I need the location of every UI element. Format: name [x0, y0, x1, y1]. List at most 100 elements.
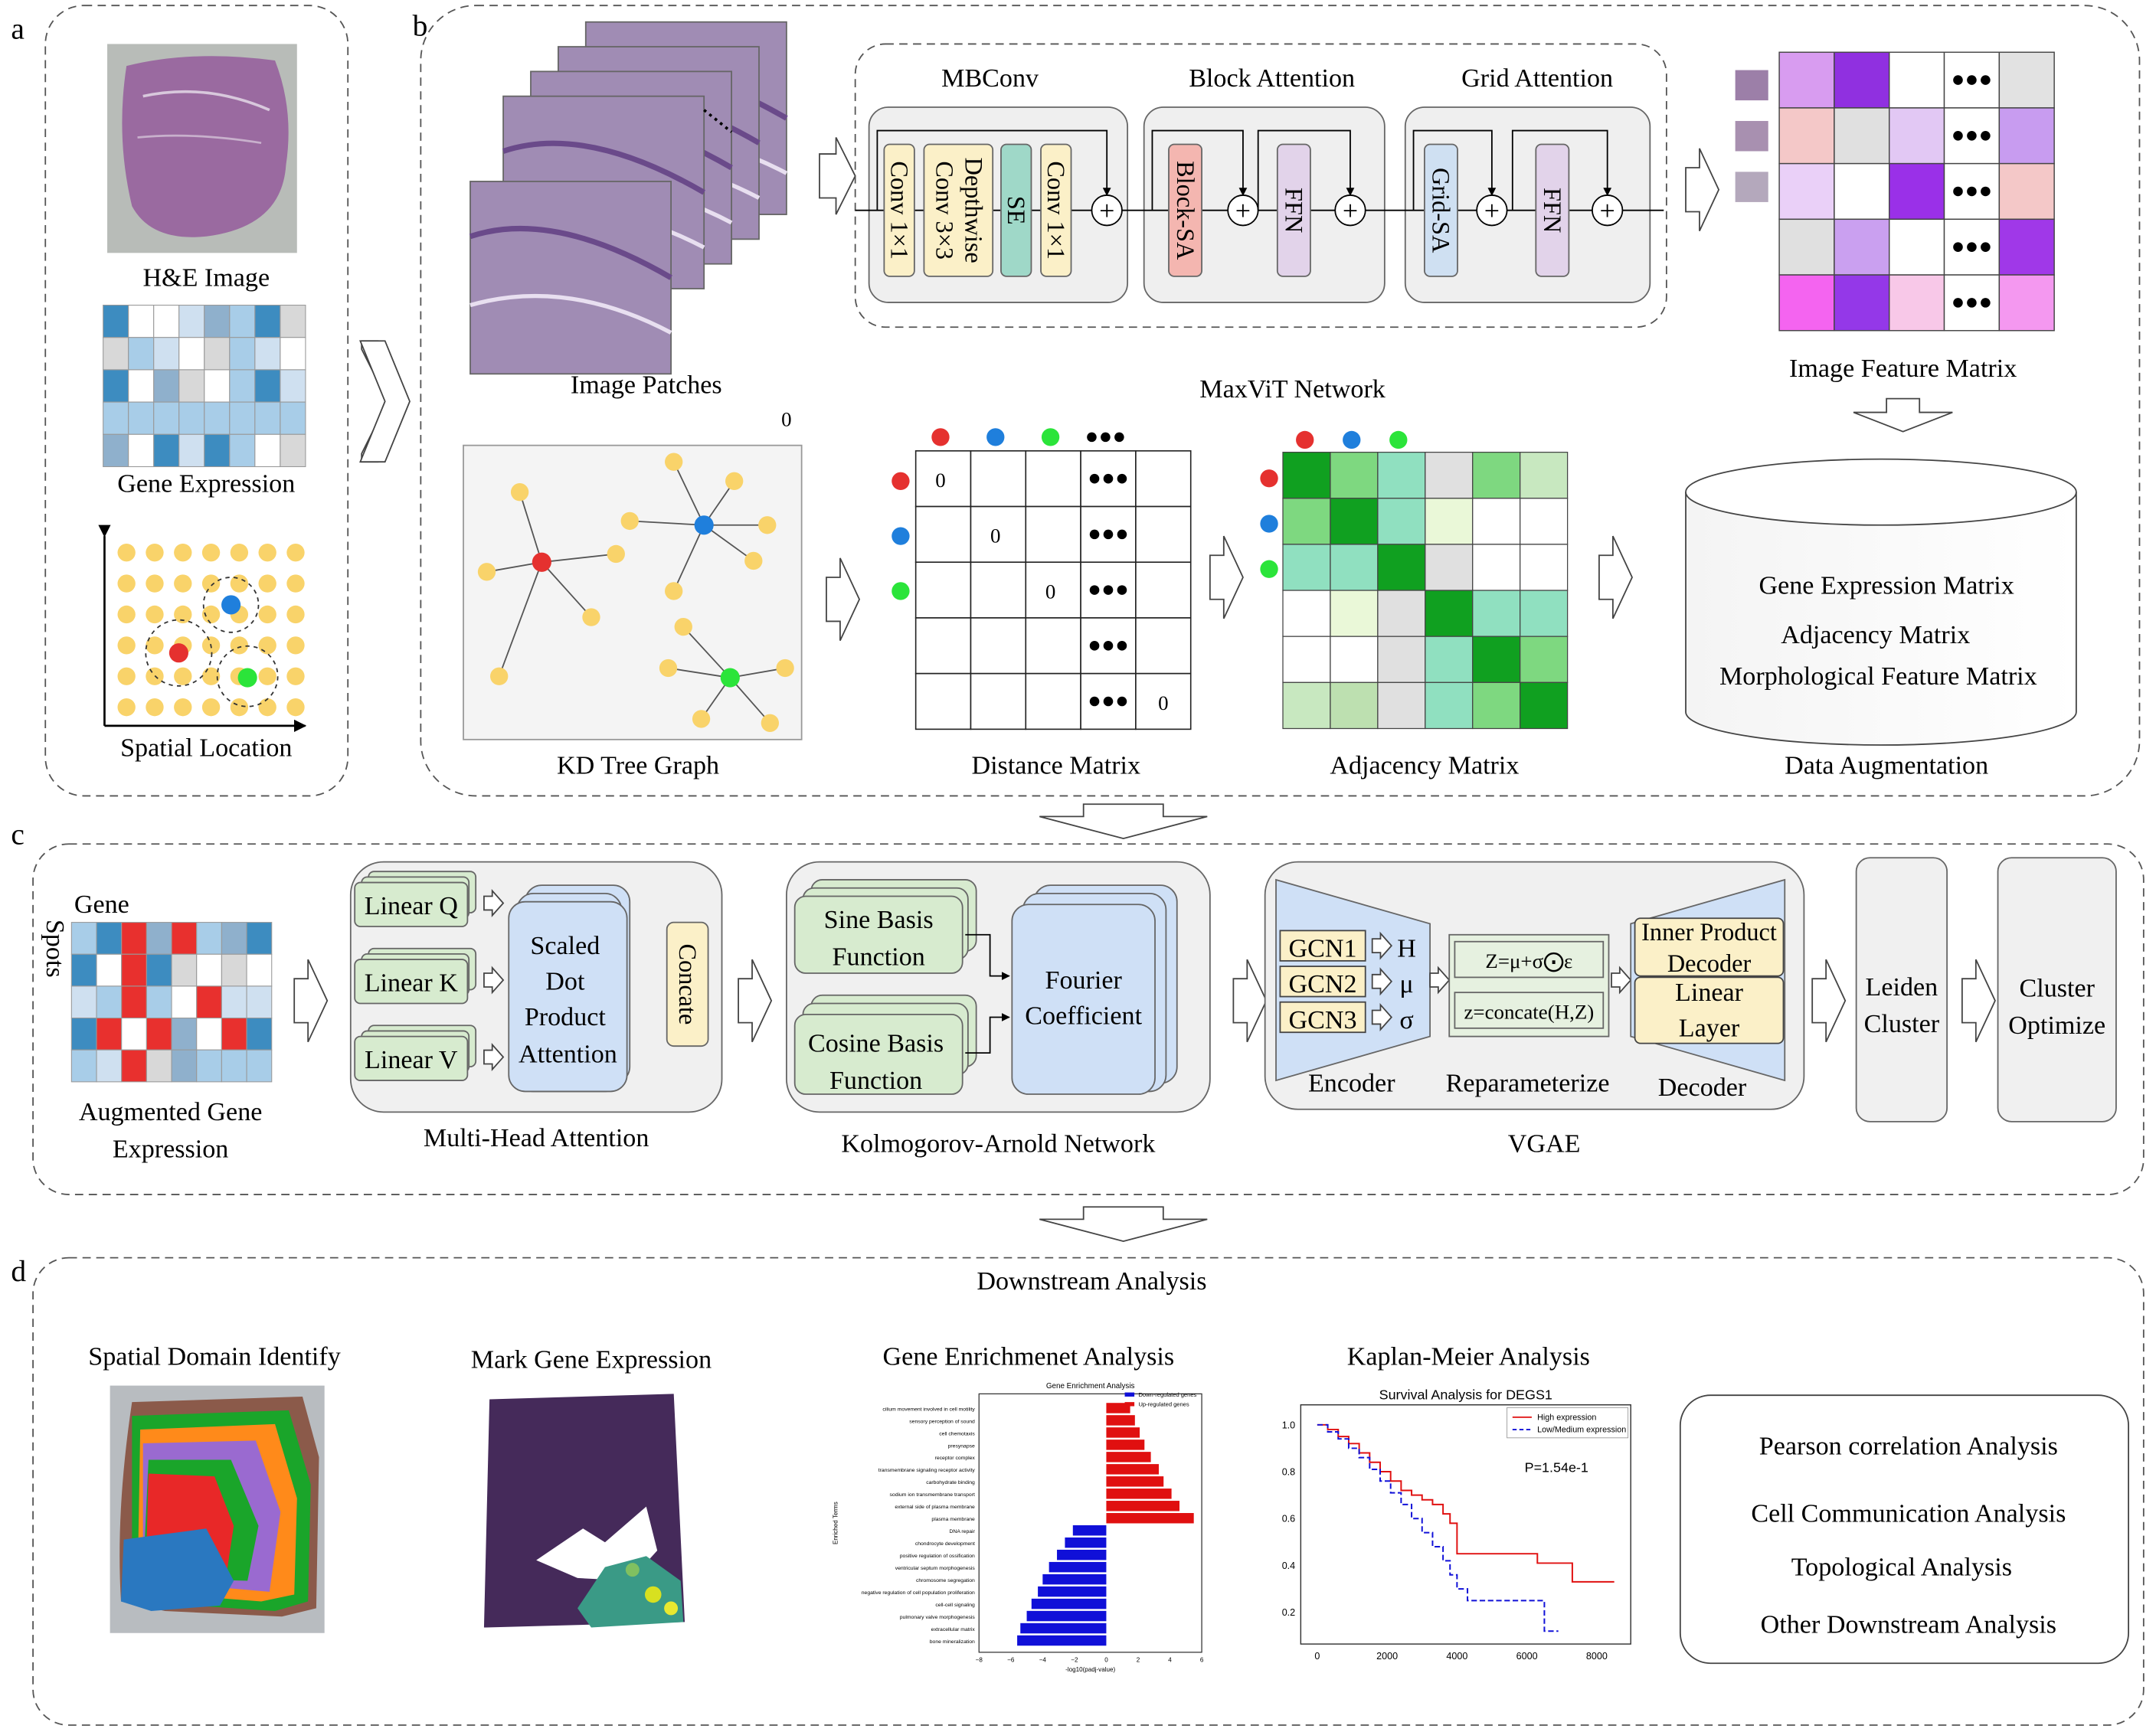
grid-cell: [153, 305, 180, 338]
grid-cell: [153, 401, 180, 435]
leiden-line-2: Cluster: [1864, 1010, 1940, 1038]
enrichment-term: extracellular matrix: [931, 1627, 976, 1632]
row-dot: [892, 582, 910, 600]
adjacency-cell: [1377, 544, 1426, 591]
augmented-expression-grid: [70, 922, 273, 1083]
adjacency-cell: [1472, 452, 1521, 499]
kd-leaf: [620, 511, 639, 531]
survival-ytick: 0.2: [1282, 1607, 1295, 1618]
distance-cell: [1135, 505, 1192, 564]
grid-cell: [254, 337, 281, 371]
svg-text:+: +: [1099, 195, 1114, 226]
spot-dot: [117, 544, 136, 562]
adjacency-cell: [1377, 681, 1426, 730]
block-attention-block: [1143, 106, 1386, 303]
enrichment-bar: [1057, 1549, 1107, 1560]
arrow-b-to-c: [1039, 803, 1208, 840]
kd-leaf: [659, 658, 678, 678]
distance-cell: [914, 617, 972, 675]
grid-cell: [70, 1018, 97, 1051]
image-feature-matrix: [1778, 51, 2055, 332]
stray-zero: 0: [781, 408, 791, 431]
enrichment-term: sensory perception of sound: [909, 1419, 975, 1424]
depthwise-label: Depthwise: [960, 158, 987, 263]
db-item-3: Morphological Feature Matrix: [1719, 662, 2037, 691]
gcn2-box: [1279, 966, 1366, 998]
enrichment-term: negative regulation of cell population p…: [862, 1590, 975, 1596]
grid-cell: [70, 953, 97, 987]
ffn-b-box: [1535, 143, 1570, 277]
se-box: [1000, 143, 1032, 277]
grid-cell: [146, 985, 172, 1019]
kd-leaf: [477, 563, 496, 581]
other-item-4: Other Downstream Analysis: [1761, 1611, 2056, 1639]
grid-cell: [128, 305, 155, 338]
ffn-a-box: [1276, 143, 1311, 277]
enrichment-ylabel: Enriched Terms: [832, 1502, 839, 1544]
adjacency-cell: [1425, 681, 1474, 730]
db-item-2: Adjacency Matrix: [1781, 621, 1970, 649]
survival-curve: [1317, 1423, 1559, 1632]
distance-cell: [1025, 450, 1081, 508]
kd-leaf: [607, 544, 625, 564]
adjacency-matrix: [1260, 430, 1569, 730]
linear-layer-line-1: Linear: [1675, 979, 1744, 1007]
adjacency-cell: [1330, 544, 1379, 591]
adjacency-cell: [1282, 590, 1331, 637]
inner-product-decoder-box: [1634, 917, 1785, 977]
he-image-label: H&E Image: [142, 263, 270, 292]
feature-cell: [1834, 51, 1890, 109]
sdpa-line-4: Attention: [519, 1041, 617, 1069]
kd-leaf: [758, 516, 777, 534]
sdpa-line-3: Product: [525, 1003, 607, 1031]
leiden-cluster-box: [1855, 857, 1948, 1123]
grid-cell: [196, 985, 222, 1019]
spot-dot: [174, 667, 192, 685]
adjacency-cell: [1472, 498, 1521, 545]
cosine-basis-line-2: Function: [829, 1067, 922, 1095]
enrichment-term: transmembrane signaling receptor activit…: [878, 1468, 976, 1473]
enrichment-bar: [1065, 1537, 1107, 1548]
enrichment-term: cell chemotaxis: [939, 1431, 975, 1436]
distance-cell: [1025, 672, 1081, 730]
grid-cell: [128, 433, 155, 468]
gcn1-label: GCN1: [1289, 934, 1357, 962]
enrichment-term: chondrocyte development: [915, 1541, 975, 1547]
fourier-line-1: Fourier: [1045, 966, 1122, 995]
arrow-c1: [293, 959, 329, 1043]
augmented-label-2: Expression: [113, 1136, 229, 1164]
conv1x1-b-label: Conv 1×1: [1042, 161, 1070, 260]
conv1x1-b-box: [1040, 143, 1072, 277]
linear-label: Linear V: [365, 1046, 458, 1074]
mu-symbol: μ: [1399, 970, 1413, 998]
cluster-opt-line-1: Cluster: [2019, 975, 2095, 1003]
survival-ytick: 0.6: [1282, 1514, 1295, 1524]
arrow-c4: [1811, 959, 1847, 1043]
spot-dot: [286, 698, 305, 717]
adjacency-cell: [1472, 636, 1521, 683]
spot-dot: [117, 636, 136, 655]
grid-cell: [229, 305, 256, 338]
kd-leaf: [725, 472, 744, 491]
enrichment-bar: [1106, 1415, 1135, 1426]
distance-matrix: 0 0 0 0: [892, 428, 1192, 730]
vgae-label: VGAE: [1508, 1129, 1581, 1158]
kd-hub: [694, 515, 714, 535]
spatial-domain-image: [110, 1385, 325, 1633]
linear-label: Linear Q: [365, 892, 458, 920]
adjacency-cell: [1330, 498, 1379, 545]
sdpa-line-1: Scaled: [530, 932, 600, 960]
adjacency-cell: [1520, 452, 1569, 499]
panel-a-frame: [44, 5, 349, 797]
distance-zero: 0: [1158, 691, 1168, 714]
mark-gene-image: [483, 1394, 685, 1628]
grid-cell: [204, 369, 231, 403]
feature-cell: [1998, 218, 2055, 276]
grid-cell: [254, 433, 281, 468]
panel-c-frame: [32, 843, 2145, 1195]
grid-cell: [96, 953, 123, 987]
other-item-3: Topological Analysis: [1791, 1553, 2012, 1581]
cosine-basis-line-1: Cosine Basis: [808, 1029, 944, 1057]
grid-cell: [70, 1049, 97, 1083]
encoder-label: Encoder: [1308, 1069, 1395, 1097]
